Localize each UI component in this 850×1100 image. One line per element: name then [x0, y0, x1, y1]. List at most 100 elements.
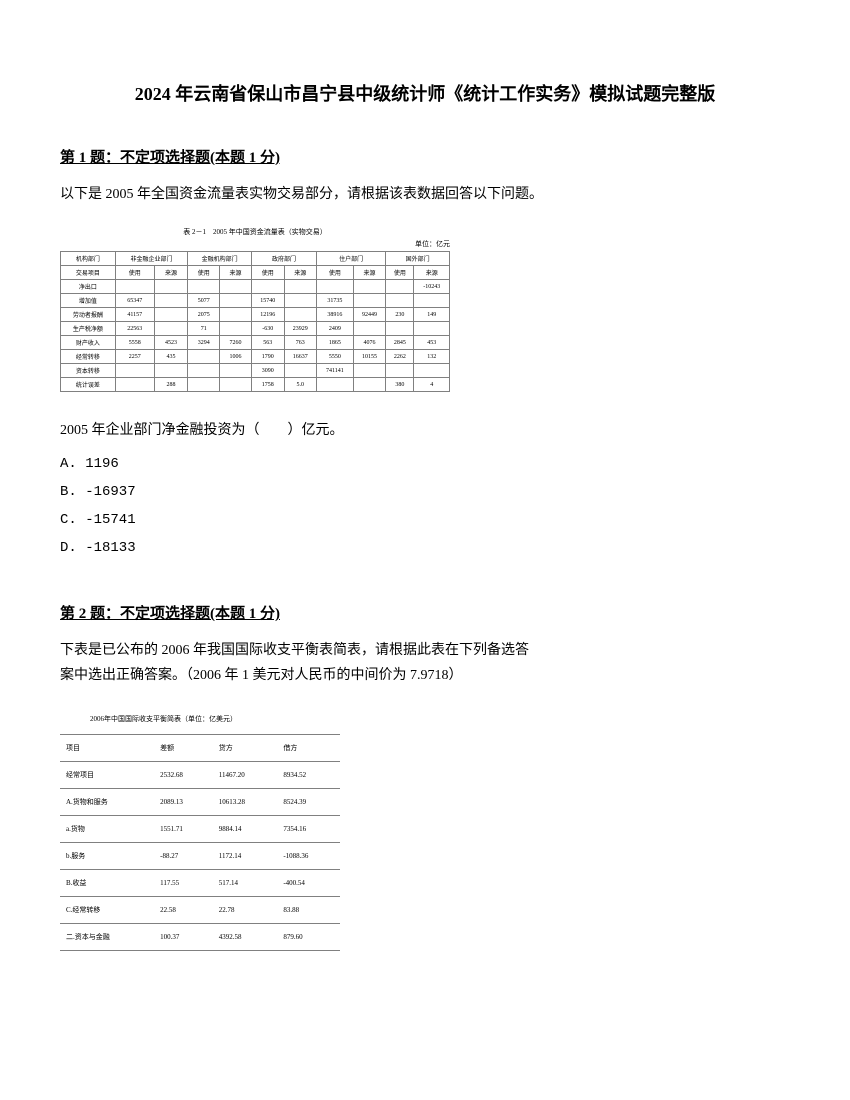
cell: 4523 — [154, 336, 188, 350]
cell: -630 — [251, 322, 284, 336]
q2-table-title: 2006年中国国际收支平衡简表（单位：亿美元） — [60, 714, 790, 724]
cell — [220, 364, 252, 378]
cell — [386, 364, 414, 378]
cell: 879.60 — [277, 923, 340, 950]
cell: -1088.36 — [277, 842, 340, 869]
cell — [154, 364, 188, 378]
cell — [353, 280, 386, 294]
cell — [284, 308, 317, 322]
q2-data-table: 项目 差额 贷方 借方 经常项目 2532.68 11467.20 8934.5… — [60, 734, 340, 951]
cell — [386, 280, 414, 294]
table-row: 净出口 -10243 — [61, 280, 450, 294]
cell: 住户部门 — [317, 252, 386, 266]
cell: 16637 — [284, 350, 317, 364]
cell: 1006 — [220, 350, 252, 364]
cell: 5.0 — [284, 378, 317, 392]
table-row: 经常转移 2257 435 1006 1790 16637 5550 10155… — [61, 350, 450, 364]
cell: 1865 — [317, 336, 354, 350]
q2-text: 下表是已公布的 2006 年我国国际收支平衡表简表，请根据此表在下列备选答 案中… — [60, 638, 790, 688]
cell: 3294 — [188, 336, 220, 350]
cell: b.服务 — [60, 842, 154, 869]
cell: 22.78 — [213, 896, 278, 923]
cell — [386, 294, 414, 308]
cell: 2257 — [115, 350, 154, 364]
cell: 2075 — [188, 308, 220, 322]
cell: 9884.14 — [213, 815, 278, 842]
q2-text-line1: 下表是已公布的 2006 年我国国际收支平衡表简表，请根据此表在下列备选答 — [60, 643, 529, 658]
cell: 生产税净额 — [61, 322, 116, 336]
cell: 15740 — [251, 294, 284, 308]
cell: 83.88 — [277, 896, 340, 923]
cell: 使用 — [251, 266, 284, 280]
cell: -400.54 — [277, 869, 340, 896]
cell — [414, 294, 450, 308]
cell: 65347 — [115, 294, 154, 308]
table-row: 统计误差 288 1758 5.0 380 4 — [61, 378, 450, 392]
cell — [414, 322, 450, 336]
cell: 12196 — [251, 308, 284, 322]
cell: 11467.20 — [213, 761, 278, 788]
q2-header: 第 2 题：不定项选择题(本题 1 分) — [60, 602, 790, 623]
cell: 1758 — [251, 378, 284, 392]
cell: 统计误差 — [61, 378, 116, 392]
cell: 2262 — [386, 350, 414, 364]
cell: 31735 — [317, 294, 354, 308]
cell — [220, 308, 252, 322]
cell: 交易项目 — [61, 266, 116, 280]
cell: 二.资本与金融 — [60, 923, 154, 950]
table-row: 劳动者报酬 41157 2075 12196 38916 92449 230 1… — [61, 308, 450, 322]
cell: 7354.16 — [277, 815, 340, 842]
cell: 来源 — [414, 266, 450, 280]
cell: 劳动者报酬 — [61, 308, 116, 322]
cell: 4392.58 — [213, 923, 278, 950]
table-row: 二.资本与金融 100.37 4392.58 879.60 — [60, 923, 340, 950]
table-row: 机构部门 非金融企业部门 金融机构部门 政府部门 住户部门 国外部门 — [61, 252, 450, 266]
table-row: 财产收入 5558 4523 3294 7260 563 763 1865 40… — [61, 336, 450, 350]
q1-option-d: D. -18133 — [60, 534, 790, 562]
cell: 8934.52 — [277, 761, 340, 788]
q1-table-title: 表 2－1 2005 年中国资金流量表（实物交易） — [60, 227, 450, 237]
cell: 使用 — [317, 266, 354, 280]
cell — [251, 280, 284, 294]
cell: 4 — [414, 378, 450, 392]
q1-text: 以下是 2005 年全国资金流量表实物交易部分，请根据该表数据回答以下问题。 — [60, 182, 790, 207]
cell: 使用 — [188, 266, 220, 280]
table-row: 增加值 65347 5077 15740 31735 — [61, 294, 450, 308]
cell: 4076 — [353, 336, 386, 350]
cell: 22.58 — [154, 896, 213, 923]
cell: 资本转移 — [61, 364, 116, 378]
cell: 贷方 — [213, 734, 278, 761]
cell: -10243 — [414, 280, 450, 294]
cell: 41157 — [115, 308, 154, 322]
cell: 380 — [386, 378, 414, 392]
table-row: 经常项目 2532.68 11467.20 8934.52 — [60, 761, 340, 788]
cell: 3090 — [251, 364, 284, 378]
cell: 7260 — [220, 336, 252, 350]
cell: 差额 — [154, 734, 213, 761]
cell: 增加值 — [61, 294, 116, 308]
cell: 763 — [284, 336, 317, 350]
table-row: B.收益 117.55 517.14 -400.54 — [60, 869, 340, 896]
cell: 2089.13 — [154, 788, 213, 815]
cell: 741141 — [317, 364, 354, 378]
q1-subquestion: 2005 年企业部门净金融投资为（ ）亿元。 — [60, 417, 790, 445]
cell: a.货物 — [60, 815, 154, 842]
table-row: A.货物和服务 2089.13 10613.28 8524.39 — [60, 788, 340, 815]
q1-option-a: A. 1196 — [60, 450, 790, 478]
cell: 金融机构部门 — [188, 252, 252, 266]
cell — [188, 280, 220, 294]
cell: 453 — [414, 336, 450, 350]
cell: -88.27 — [154, 842, 213, 869]
cell: 1172.14 — [213, 842, 278, 869]
cell — [220, 294, 252, 308]
cell: 2532.68 — [154, 761, 213, 788]
cell: 517.14 — [213, 869, 278, 896]
cell: 来源 — [353, 266, 386, 280]
q1-data-table: 机构部门 非金融企业部门 金融机构部门 政府部门 住户部门 国外部门 交易项目 … — [60, 251, 450, 392]
cell: 132 — [414, 350, 450, 364]
q2-table-container: 2006年中国国际收支平衡简表（单位：亿美元） 项目 差额 贷方 借方 经常项目… — [60, 714, 790, 951]
cell: 117.55 — [154, 869, 213, 896]
cell — [353, 294, 386, 308]
cell — [353, 364, 386, 378]
cell: 使用 — [386, 266, 414, 280]
